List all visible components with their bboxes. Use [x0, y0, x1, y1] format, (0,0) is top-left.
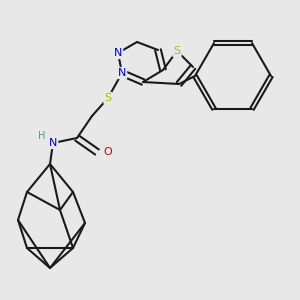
Text: S: S — [173, 46, 181, 56]
Text: N: N — [114, 48, 122, 58]
Text: N: N — [49, 138, 57, 148]
Text: S: S — [104, 93, 112, 103]
Text: H: H — [38, 131, 46, 141]
Text: O: O — [103, 147, 112, 157]
Text: N: N — [118, 68, 126, 78]
